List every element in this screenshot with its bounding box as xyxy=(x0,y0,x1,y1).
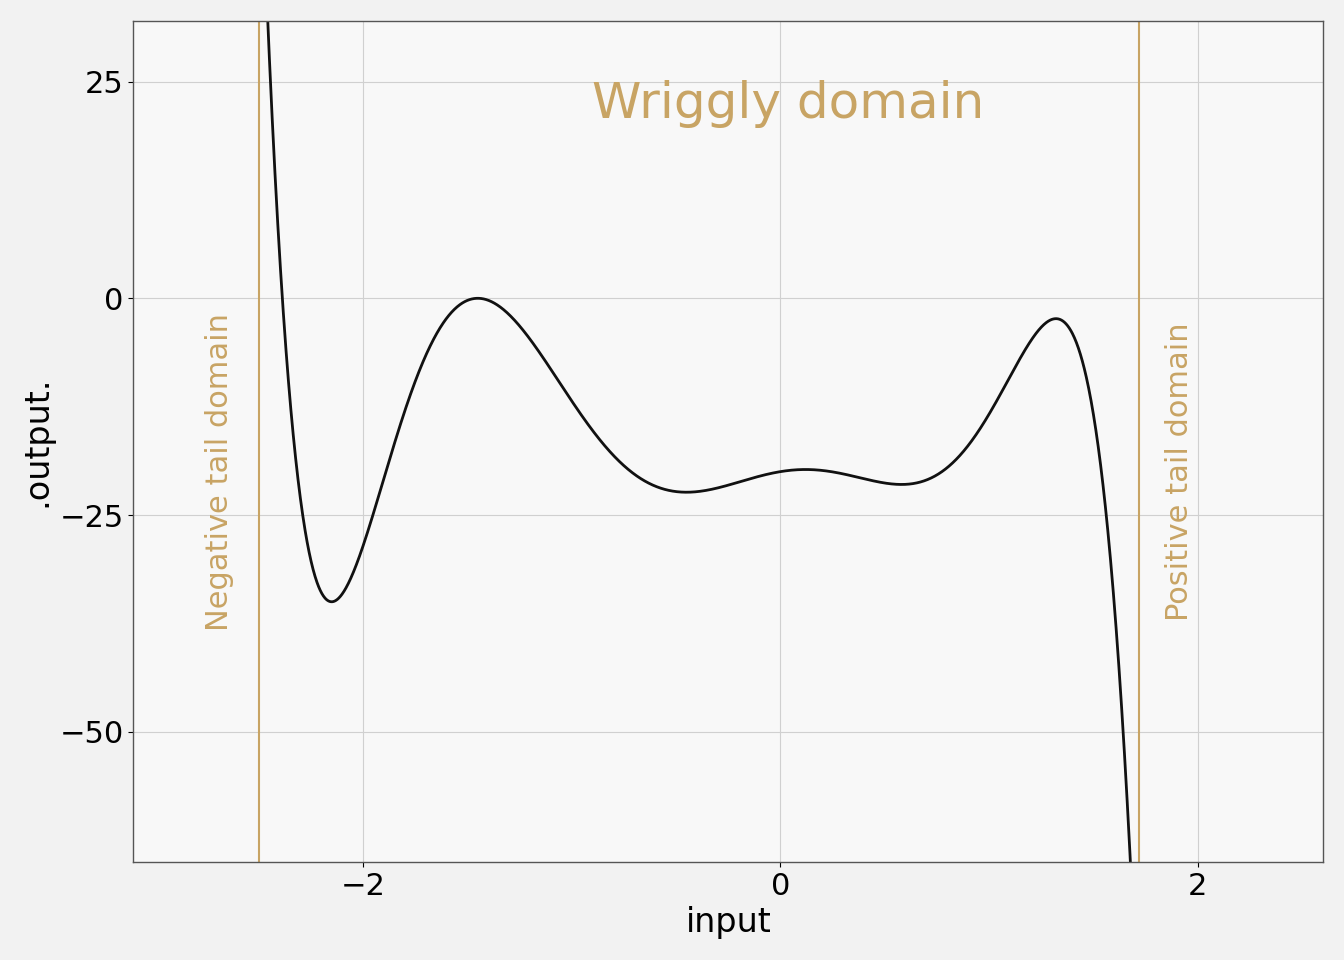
Text: Positive tail domain: Positive tail domain xyxy=(1164,323,1193,621)
X-axis label: input: input xyxy=(685,906,771,939)
Text: Wriggly domain: Wriggly domain xyxy=(591,80,984,128)
Text: Negative tail domain: Negative tail domain xyxy=(204,313,234,631)
Y-axis label: .output.: .output. xyxy=(22,375,54,507)
